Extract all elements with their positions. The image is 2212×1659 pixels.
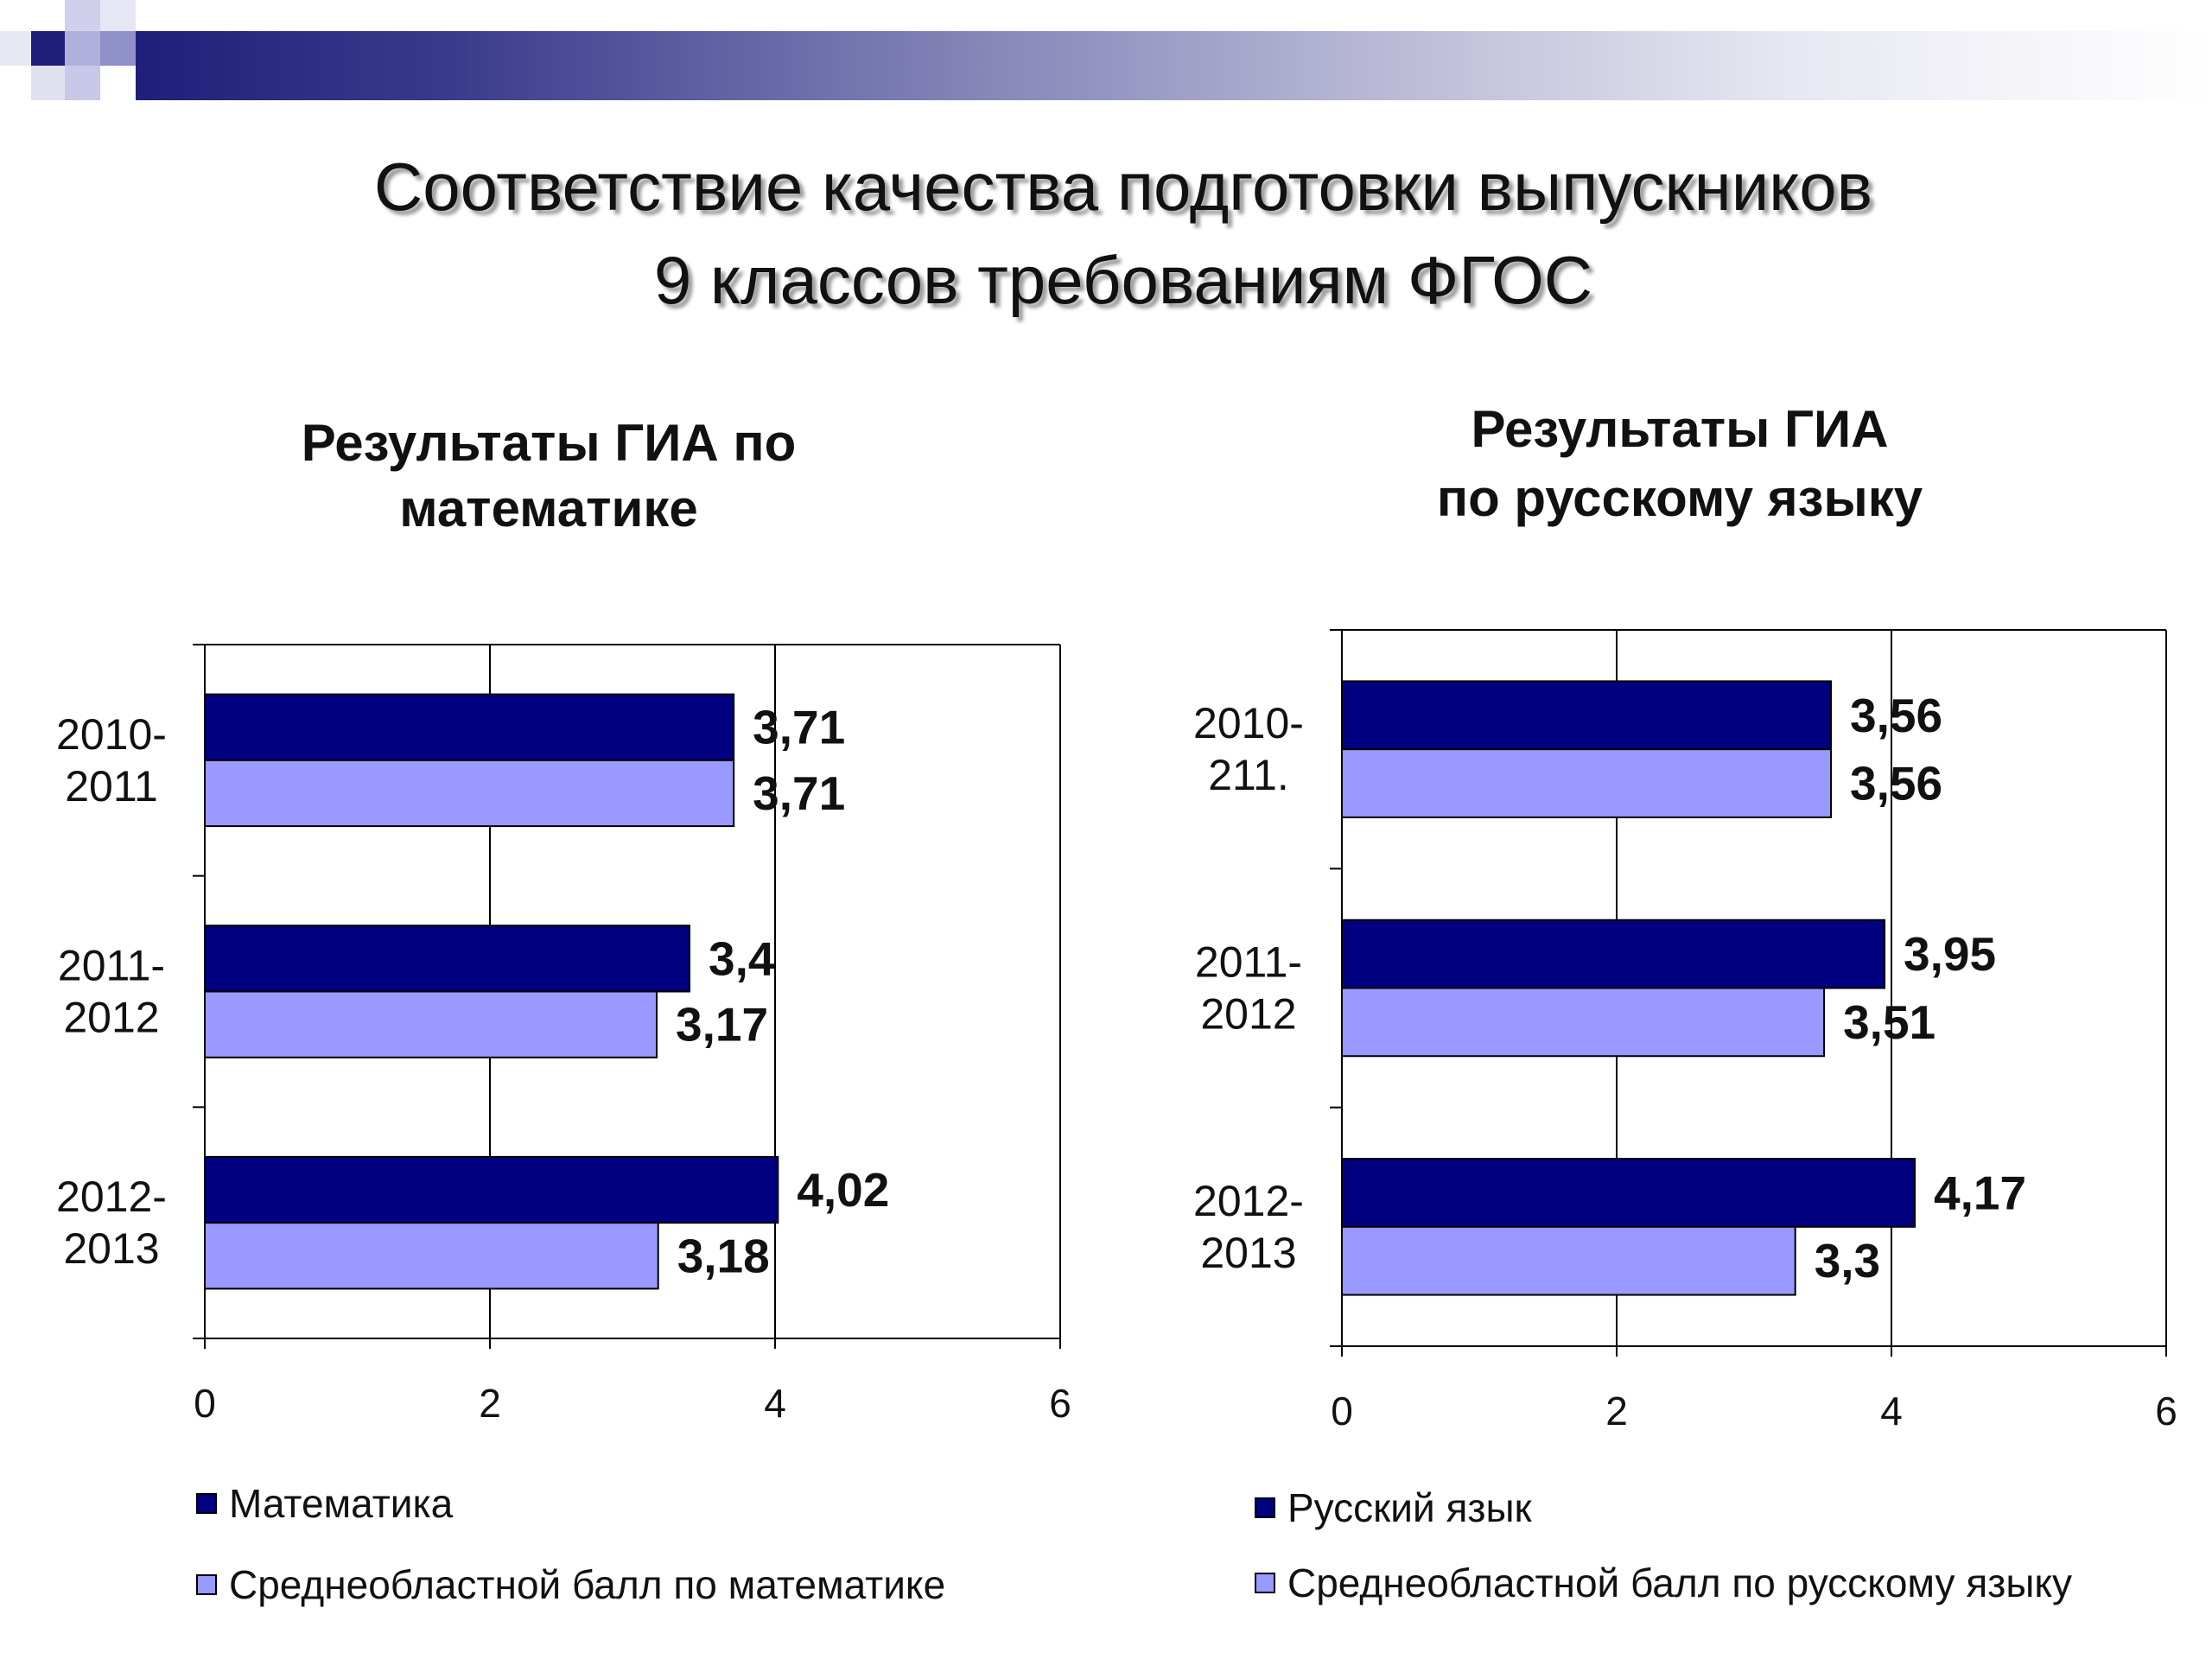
legend-swatch bbox=[1255, 1573, 1275, 1593]
math-chart-plot: 0 2 4 6 2010-2011 3,71 3,71 2011-2012 3,4 3,17 201… bbox=[56, 644, 1071, 1426]
x-tick-label: 2 bbox=[479, 1381, 501, 1426]
category-label-line: 2011 bbox=[65, 762, 158, 810]
deco-square bbox=[100, 0, 136, 31]
data-label: 4,17 bbox=[1934, 1166, 2026, 1219]
math-chart-title: Результаты ГИА по математике bbox=[203, 410, 894, 542]
category-label: 2011-2012 bbox=[58, 942, 165, 1042]
bar bbox=[1341, 987, 1826, 1058]
bar bbox=[1341, 680, 1833, 751]
legend-label: Русский язык bbox=[1287, 1485, 1532, 1530]
data-label: 3,18 bbox=[677, 1229, 770, 1282]
category-label: 2012-2013 bbox=[1193, 1177, 1304, 1277]
category-label-line: 2012 bbox=[63, 994, 159, 1042]
data-label: 3,4 bbox=[709, 931, 775, 985]
chart-title-line: Результаты ГИА по bbox=[301, 414, 797, 472]
data-label: 3,3 bbox=[1815, 1234, 1880, 1287]
legend-item: Среднеобластной балл по математике bbox=[196, 1562, 946, 1607]
bar bbox=[1341, 1158, 1916, 1228]
x-tick-label: 0 bbox=[194, 1381, 216, 1426]
data-label: 3,95 bbox=[1904, 927, 1996, 981]
bar bbox=[204, 990, 658, 1058]
legend-swatch bbox=[196, 1493, 217, 1514]
x-tick-label: 0 bbox=[1331, 1389, 1353, 1433]
category-label-line: 2012- bbox=[56, 1173, 167, 1221]
x-tick-label: 4 bbox=[764, 1381, 786, 1426]
category-label-line: 2012- bbox=[1193, 1177, 1304, 1225]
header-gradient-bar bbox=[136, 31, 2212, 100]
legend-swatch bbox=[196, 1574, 217, 1595]
category-label: 2010-2011 bbox=[56, 710, 167, 810]
data-label: 3,17 bbox=[676, 998, 768, 1052]
bar bbox=[1341, 748, 1833, 818]
deco-square bbox=[65, 0, 100, 31]
deco-square bbox=[65, 66, 100, 100]
bar bbox=[204, 1222, 659, 1290]
russian-chart-plot: 0 2 4 6 2010-211. 3,56 3,56 2011-2012 3,95 3,51 20… bbox=[1193, 629, 2177, 1433]
legend-label: Среднеобластной балл по русскому языку bbox=[1287, 1560, 2073, 1605]
chart-title-line: математике bbox=[399, 480, 698, 537]
category-label: 2010-211. bbox=[1193, 699, 1304, 799]
russian-chart-title: Результаты ГИА по русскому языку bbox=[1334, 395, 2025, 533]
data-label: 3,56 bbox=[1850, 689, 1942, 742]
bar bbox=[204, 759, 735, 828]
chart-title-line: по русскому языку bbox=[1436, 469, 1923, 527]
data-label: 3,71 bbox=[753, 766, 845, 820]
data-label: 3,51 bbox=[1843, 995, 1936, 1049]
category-label-line: 211. bbox=[1208, 751, 1289, 799]
bar bbox=[1341, 1225, 1796, 1296]
x-tick-label: 6 bbox=[2155, 1389, 2177, 1433]
deco-square bbox=[65, 31, 100, 66]
category-label-line: 2010- bbox=[1193, 699, 1304, 747]
category-label-line: 2011- bbox=[58, 942, 165, 990]
data-label: 3,56 bbox=[1850, 757, 1942, 810]
deco-square bbox=[0, 31, 31, 66]
legend-item: Математика bbox=[196, 1481, 454, 1526]
legend-item: Русский язык bbox=[1255, 1485, 1532, 1530]
x-tick-label: 4 bbox=[1880, 1389, 1903, 1433]
bar bbox=[204, 925, 690, 993]
deco-square bbox=[31, 66, 65, 100]
category-label-line: 2013 bbox=[63, 1224, 159, 1273]
slide-title-line: 9 классов требованиям ФГОС bbox=[653, 242, 1593, 318]
legend-item: Среднеобластной балл по русскому языку bbox=[1255, 1560, 2073, 1605]
data-label: 3,71 bbox=[753, 701, 845, 754]
legend-swatch bbox=[1255, 1497, 1275, 1518]
slide-title-line: Соответствие качества подготовки выпускн… bbox=[373, 149, 1873, 225]
category-label-line: 2010- bbox=[56, 710, 167, 759]
bar bbox=[204, 693, 735, 761]
x-tick-label: 2 bbox=[1605, 1389, 1628, 1433]
deco-square bbox=[100, 31, 136, 66]
bar bbox=[1341, 918, 1886, 989]
x-tick-label: 6 bbox=[1049, 1381, 1071, 1426]
category-label: 2012-2013 bbox=[56, 1173, 167, 1273]
legend-label: Математика bbox=[229, 1481, 454, 1526]
category-label: 2011-2012 bbox=[1195, 938, 1302, 1039]
slide-title: Соответствие качества подготовки выпускн… bbox=[35, 140, 2212, 327]
legend-label: Среднеобластной балл по математике bbox=[229, 1562, 946, 1607]
data-label: 4,02 bbox=[797, 1163, 889, 1217]
chart-title-line: Результаты ГИА bbox=[1471, 400, 1889, 458]
category-label-line: 2013 bbox=[1200, 1229, 1296, 1277]
category-label-line: 2011- bbox=[1195, 938, 1302, 987]
deco-square bbox=[31, 31, 65, 66]
category-label-line: 2012 bbox=[1200, 990, 1296, 1039]
bar bbox=[204, 1155, 779, 1224]
